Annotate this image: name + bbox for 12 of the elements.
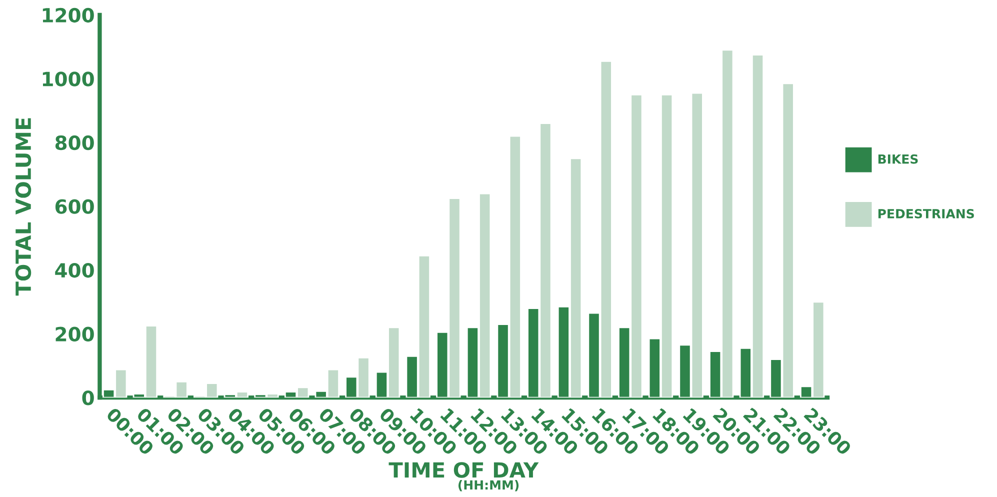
text: (HH:MM) [458,480,519,492]
y-tick-label: 600 [55,199,94,214]
y-tick-label: 400 [55,262,94,278]
y-tick-label: 200 [56,326,94,342]
y-tick-label: 1200 [42,8,94,23]
y-axis-title: TOTAL VOLUME [15,118,32,296]
legend-label: BIKES [878,154,918,164]
y-tick-label: 0 [82,390,94,406]
legend-label: PEDESTRIANS [878,208,974,218]
y-tick-label: 1000 [42,72,94,86]
y-tick-label: 800 [55,135,94,150]
x-axis-title: TIME OF DAY [388,462,539,478]
